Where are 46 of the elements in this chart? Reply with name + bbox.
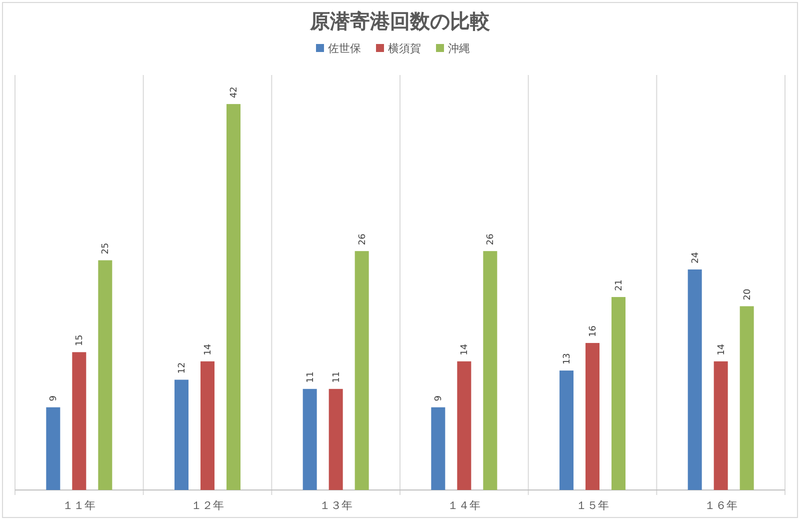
data-label: 21 [614, 280, 624, 292]
bar [200, 361, 214, 490]
data-label: 12 [178, 362, 188, 374]
legend-label: 佐世保 [328, 42, 361, 55]
bar [226, 104, 240, 490]
x-tick-label: １４年 [448, 499, 481, 512]
data-label: 9 [434, 395, 444, 402]
x-tick-label: １１年 [62, 499, 96, 512]
data-label: 13 [562, 353, 572, 365]
data-label: 14 [204, 344, 214, 356]
bar [72, 352, 86, 490]
data-label: 25 [101, 242, 112, 254]
legend-label: 横須賀 [388, 42, 421, 55]
bar [612, 297, 626, 490]
bar [560, 370, 574, 490]
bar [174, 380, 188, 490]
bar [46, 407, 60, 490]
data-label: 16 [588, 325, 598, 337]
legend-label: 沖縄 [448, 42, 470, 55]
data-label: 20 [742, 288, 753, 300]
title: 原潜寄港回数の比較 [310, 9, 490, 33]
bar [483, 251, 498, 490]
bar [302, 388, 317, 490]
x-tick-label: １３年 [319, 499, 352, 512]
x-tick-label: １６年 [704, 499, 738, 512]
x-tick-label: １５年 [576, 499, 609, 512]
bar [714, 361, 728, 490]
data-label: 15 [75, 334, 86, 346]
data-label: 24 [690, 252, 701, 264]
data-label: 14 [460, 344, 470, 356]
data-label: 26 [358, 233, 368, 246]
bar [740, 306, 754, 490]
bar [431, 407, 446, 490]
data-label: 26 [486, 233, 496, 246]
bar [98, 260, 112, 490]
data-label: 9 [49, 395, 60, 402]
bar [688, 269, 702, 490]
data-label: 14 [716, 344, 727, 356]
bar [354, 251, 369, 490]
data-label: 11 [306, 371, 316, 383]
x-tick-label: １２年 [191, 499, 224, 512]
data-label: 42 [230, 86, 240, 98]
data-label: 11 [332, 371, 342, 383]
bar [586, 342, 600, 490]
bar [457, 361, 472, 490]
bar [328, 388, 343, 490]
